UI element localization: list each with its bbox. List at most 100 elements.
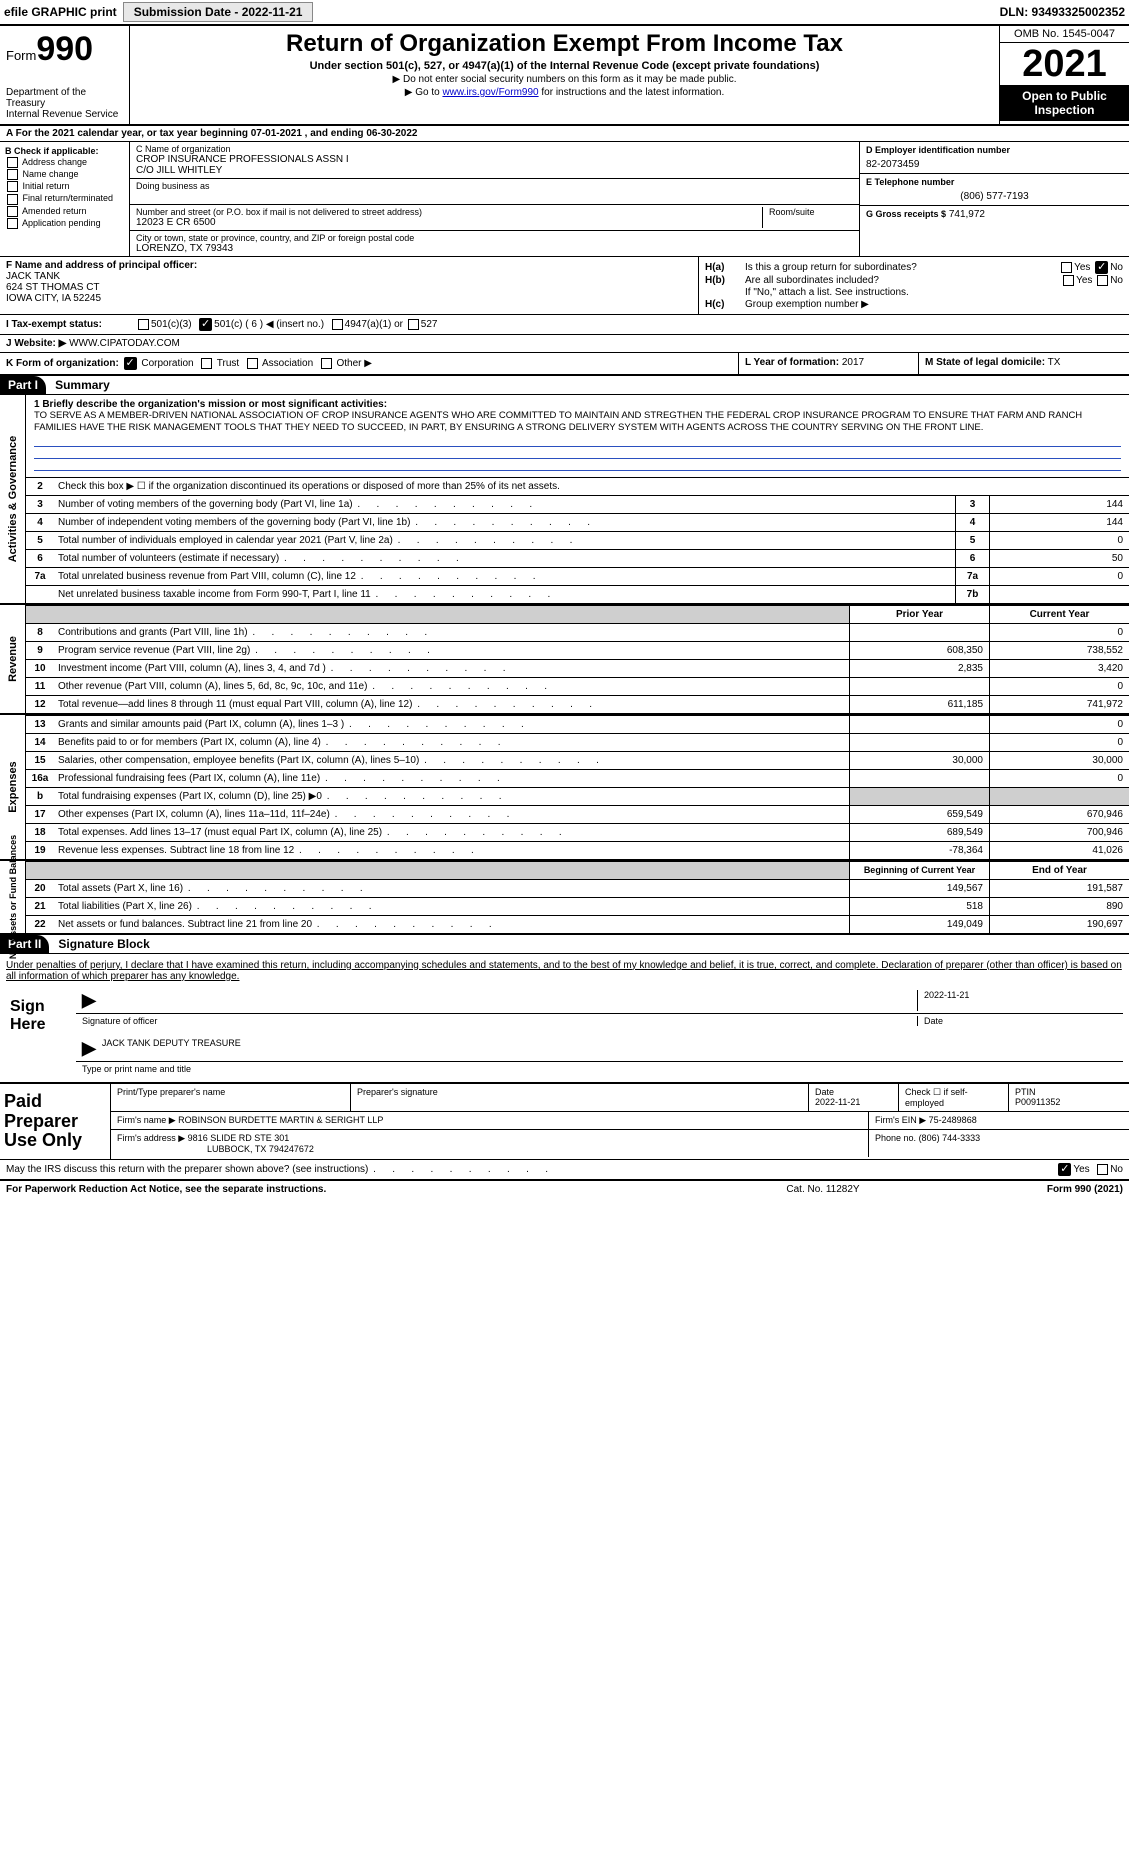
tel-label: E Telephone number bbox=[866, 177, 1123, 187]
org-name-1: CROP INSURANCE PROFESSIONALS ASSN I bbox=[136, 154, 853, 165]
ha-yes: Yes bbox=[1074, 262, 1090, 273]
arrow-icon: ▶ bbox=[82, 990, 96, 1011]
ha-label: H(a) bbox=[705, 262, 745, 273]
chk-527[interactable] bbox=[408, 319, 419, 330]
chk-4947[interactable] bbox=[332, 319, 343, 330]
side-exp-text: Expenses bbox=[7, 761, 19, 812]
officer-name: JACK TANK bbox=[6, 271, 692, 282]
chk-amend-label: Amended return bbox=[22, 206, 87, 216]
form-footer: Form 990 (2021) bbox=[923, 1184, 1123, 1195]
chk-assoc[interactable] bbox=[247, 358, 258, 369]
k-form-org: K Form of organization: ✓ Corporation Tr… bbox=[0, 353, 739, 374]
chk-final-return[interactable]: Final return/terminated bbox=[5, 193, 124, 204]
hb-checks: Yes No bbox=[1003, 275, 1123, 286]
website-value: WWW.CIPATODAY.COM bbox=[69, 338, 180, 349]
table-row: 14Benefits paid to or for members (Part … bbox=[26, 733, 1129, 751]
phone-val: (806) 744-3333 bbox=[919, 1133, 981, 1143]
exp-body: 13Grants and similar amounts paid (Part … bbox=[26, 715, 1129, 859]
table-row: 16aProfessional fundraising fees (Part I… bbox=[26, 769, 1129, 787]
sub3-pre: ▶ Go to bbox=[405, 87, 443, 98]
table-row: 13Grants and similar amounts paid (Part … bbox=[26, 715, 1129, 733]
paid-preparer-table: Paid Preparer Use Only Print/Type prepar… bbox=[0, 1082, 1129, 1160]
sig-name-title: JACK TANK DEPUTY TREASURE bbox=[102, 1038, 241, 1059]
form990-link[interactable]: www.irs.gov/Form990 bbox=[442, 87, 538, 98]
m-value: TX bbox=[1048, 357, 1061, 368]
gross-label: G Gross receipts $ bbox=[866, 209, 946, 219]
side-ag-text: Activities & Governance bbox=[7, 436, 19, 563]
d-gross-cell: G Gross receipts $ 741,972 bbox=[860, 206, 1129, 256]
underline-3 bbox=[34, 461, 1121, 471]
dln-label: DLN: 93493325002352 bbox=[1000, 5, 1125, 19]
chk-app-label: Application pending bbox=[22, 218, 101, 228]
discuss-yes: Yes bbox=[1073, 1164, 1089, 1175]
form-word: Form bbox=[6, 48, 36, 63]
ha-yes-chk[interactable] bbox=[1061, 262, 1072, 273]
section-revenue: Revenue Prior Year Current Year 8Contrib… bbox=[0, 605, 1129, 715]
org-name-2: C/O JILL WHITLEY bbox=[136, 165, 853, 176]
chk-corp[interactable]: ✓ bbox=[124, 357, 137, 370]
discuss-yes-chk[interactable]: ✓ bbox=[1058, 1163, 1071, 1176]
m-state-domicile: M State of legal domicile: TX bbox=[919, 353, 1129, 374]
sig-officer-row: Signature of officer Date bbox=[76, 1013, 1123, 1028]
prep-h2: Preparer's signature bbox=[351, 1084, 809, 1111]
section-fh: F Name and address of principal officer:… bbox=[0, 257, 1129, 315]
chk-initial-return[interactable]: Initial return bbox=[5, 181, 124, 192]
chk-name-change[interactable]: Name change bbox=[5, 169, 124, 180]
q1-label: 1 Briefly describe the organization's mi… bbox=[34, 399, 1121, 410]
prep-h1: Print/Type preparer's name bbox=[111, 1084, 351, 1111]
table-row: 5Total number of individuals employed in… bbox=[26, 531, 1129, 549]
table-row: 3Number of voting members of the governi… bbox=[26, 495, 1129, 513]
gross-value: 741,972 bbox=[949, 209, 985, 220]
table-row: 9Program service revenue (Part VIII, lin… bbox=[26, 641, 1129, 659]
chk-final-label: Final return/terminated bbox=[23, 193, 114, 203]
d-tel-cell: E Telephone number (806) 577-7193 bbox=[860, 174, 1129, 206]
room-label: Room/suite bbox=[769, 207, 853, 217]
form-header: Form990 Department of the Treasury Inter… bbox=[0, 26, 1129, 126]
sig-officer-label: Signature of officer bbox=[82, 1016, 917, 1026]
c-city-cell: City or town, state or province, country… bbox=[130, 231, 859, 256]
chk-address-change[interactable]: Address change bbox=[5, 157, 124, 168]
discuss-row: May the IRS discuss this return with the… bbox=[0, 1160, 1129, 1181]
chk-501c3[interactable] bbox=[138, 319, 149, 330]
phone-lbl: Phone no. bbox=[875, 1133, 916, 1143]
hc-label: H(c) bbox=[705, 299, 745, 310]
submission-date-button[interactable]: Submission Date - 2022-11-21 bbox=[123, 2, 314, 22]
chk-trust[interactable] bbox=[201, 358, 212, 369]
col-d-right: D Employer identification number 82-2073… bbox=[859, 142, 1129, 256]
subtitle-2: ▶ Do not enter social security numbers o… bbox=[138, 74, 991, 85]
chk-other[interactable] bbox=[321, 358, 332, 369]
assoc-label: Association bbox=[262, 358, 313, 369]
4947-label: 4947(a)(1) or bbox=[345, 319, 403, 330]
col-c-org-info: C Name of organization CROP INSURANCE PR… bbox=[130, 142, 859, 256]
net-header-row: Beginning of Current Year End of Year bbox=[26, 861, 1129, 879]
discuss-no-chk[interactable] bbox=[1097, 1164, 1108, 1175]
sub3-post: for instructions and the latest informat… bbox=[539, 87, 725, 98]
table-row: 8Contributions and grants (Part VIII, li… bbox=[26, 623, 1129, 641]
mission-text: TO SERVE AS A MEMBER-DRIVEN NATIONAL ASS… bbox=[34, 410, 1121, 435]
prep-h5: PTIN bbox=[1015, 1087, 1036, 1097]
hb-yes-chk[interactable] bbox=[1063, 275, 1074, 286]
ha-text: Is this a group return for subordinates? bbox=[745, 262, 1003, 273]
sig-type-label: Type or print name and title bbox=[82, 1064, 191, 1074]
ha-no-chk[interactable]: ✓ bbox=[1095, 261, 1108, 274]
org-name-label: C Name of organization bbox=[136, 144, 853, 154]
table-row: 20Total assets (Part X, line 16)149,5671… bbox=[26, 879, 1129, 897]
chk-501c[interactable]: ✓ bbox=[199, 318, 212, 331]
chk-amended-return[interactable]: Amended return bbox=[5, 206, 124, 217]
chk-name-label: Name change bbox=[23, 169, 79, 179]
firm-addr-lbl: Firm's address ▶ bbox=[117, 1133, 185, 1143]
chk-application-pending[interactable]: Application pending bbox=[5, 218, 124, 229]
table-row: 21Total liabilities (Part X, line 26)518… bbox=[26, 897, 1129, 915]
527-label: 527 bbox=[421, 319, 438, 330]
dba-label: Doing business as bbox=[136, 181, 853, 191]
sig-date-row: ▶ 2022-11-21 bbox=[76, 988, 1123, 1013]
col-b-checkboxes: B Check if applicable: Address change Na… bbox=[0, 142, 130, 256]
table-row: Net unrelated business taxable income fr… bbox=[26, 585, 1129, 603]
part-1-header: Part I Summary bbox=[0, 376, 1129, 395]
net-body: Beginning of Current Year End of Year 20… bbox=[26, 861, 1129, 933]
hdr-end: End of Year bbox=[989, 862, 1129, 879]
trust-label: Trust bbox=[217, 358, 239, 369]
prep-ptin: P00911352 bbox=[1015, 1097, 1060, 1107]
table-row: 17Other expenses (Part IX, column (A), l… bbox=[26, 805, 1129, 823]
hb-no-chk[interactable] bbox=[1097, 275, 1108, 286]
